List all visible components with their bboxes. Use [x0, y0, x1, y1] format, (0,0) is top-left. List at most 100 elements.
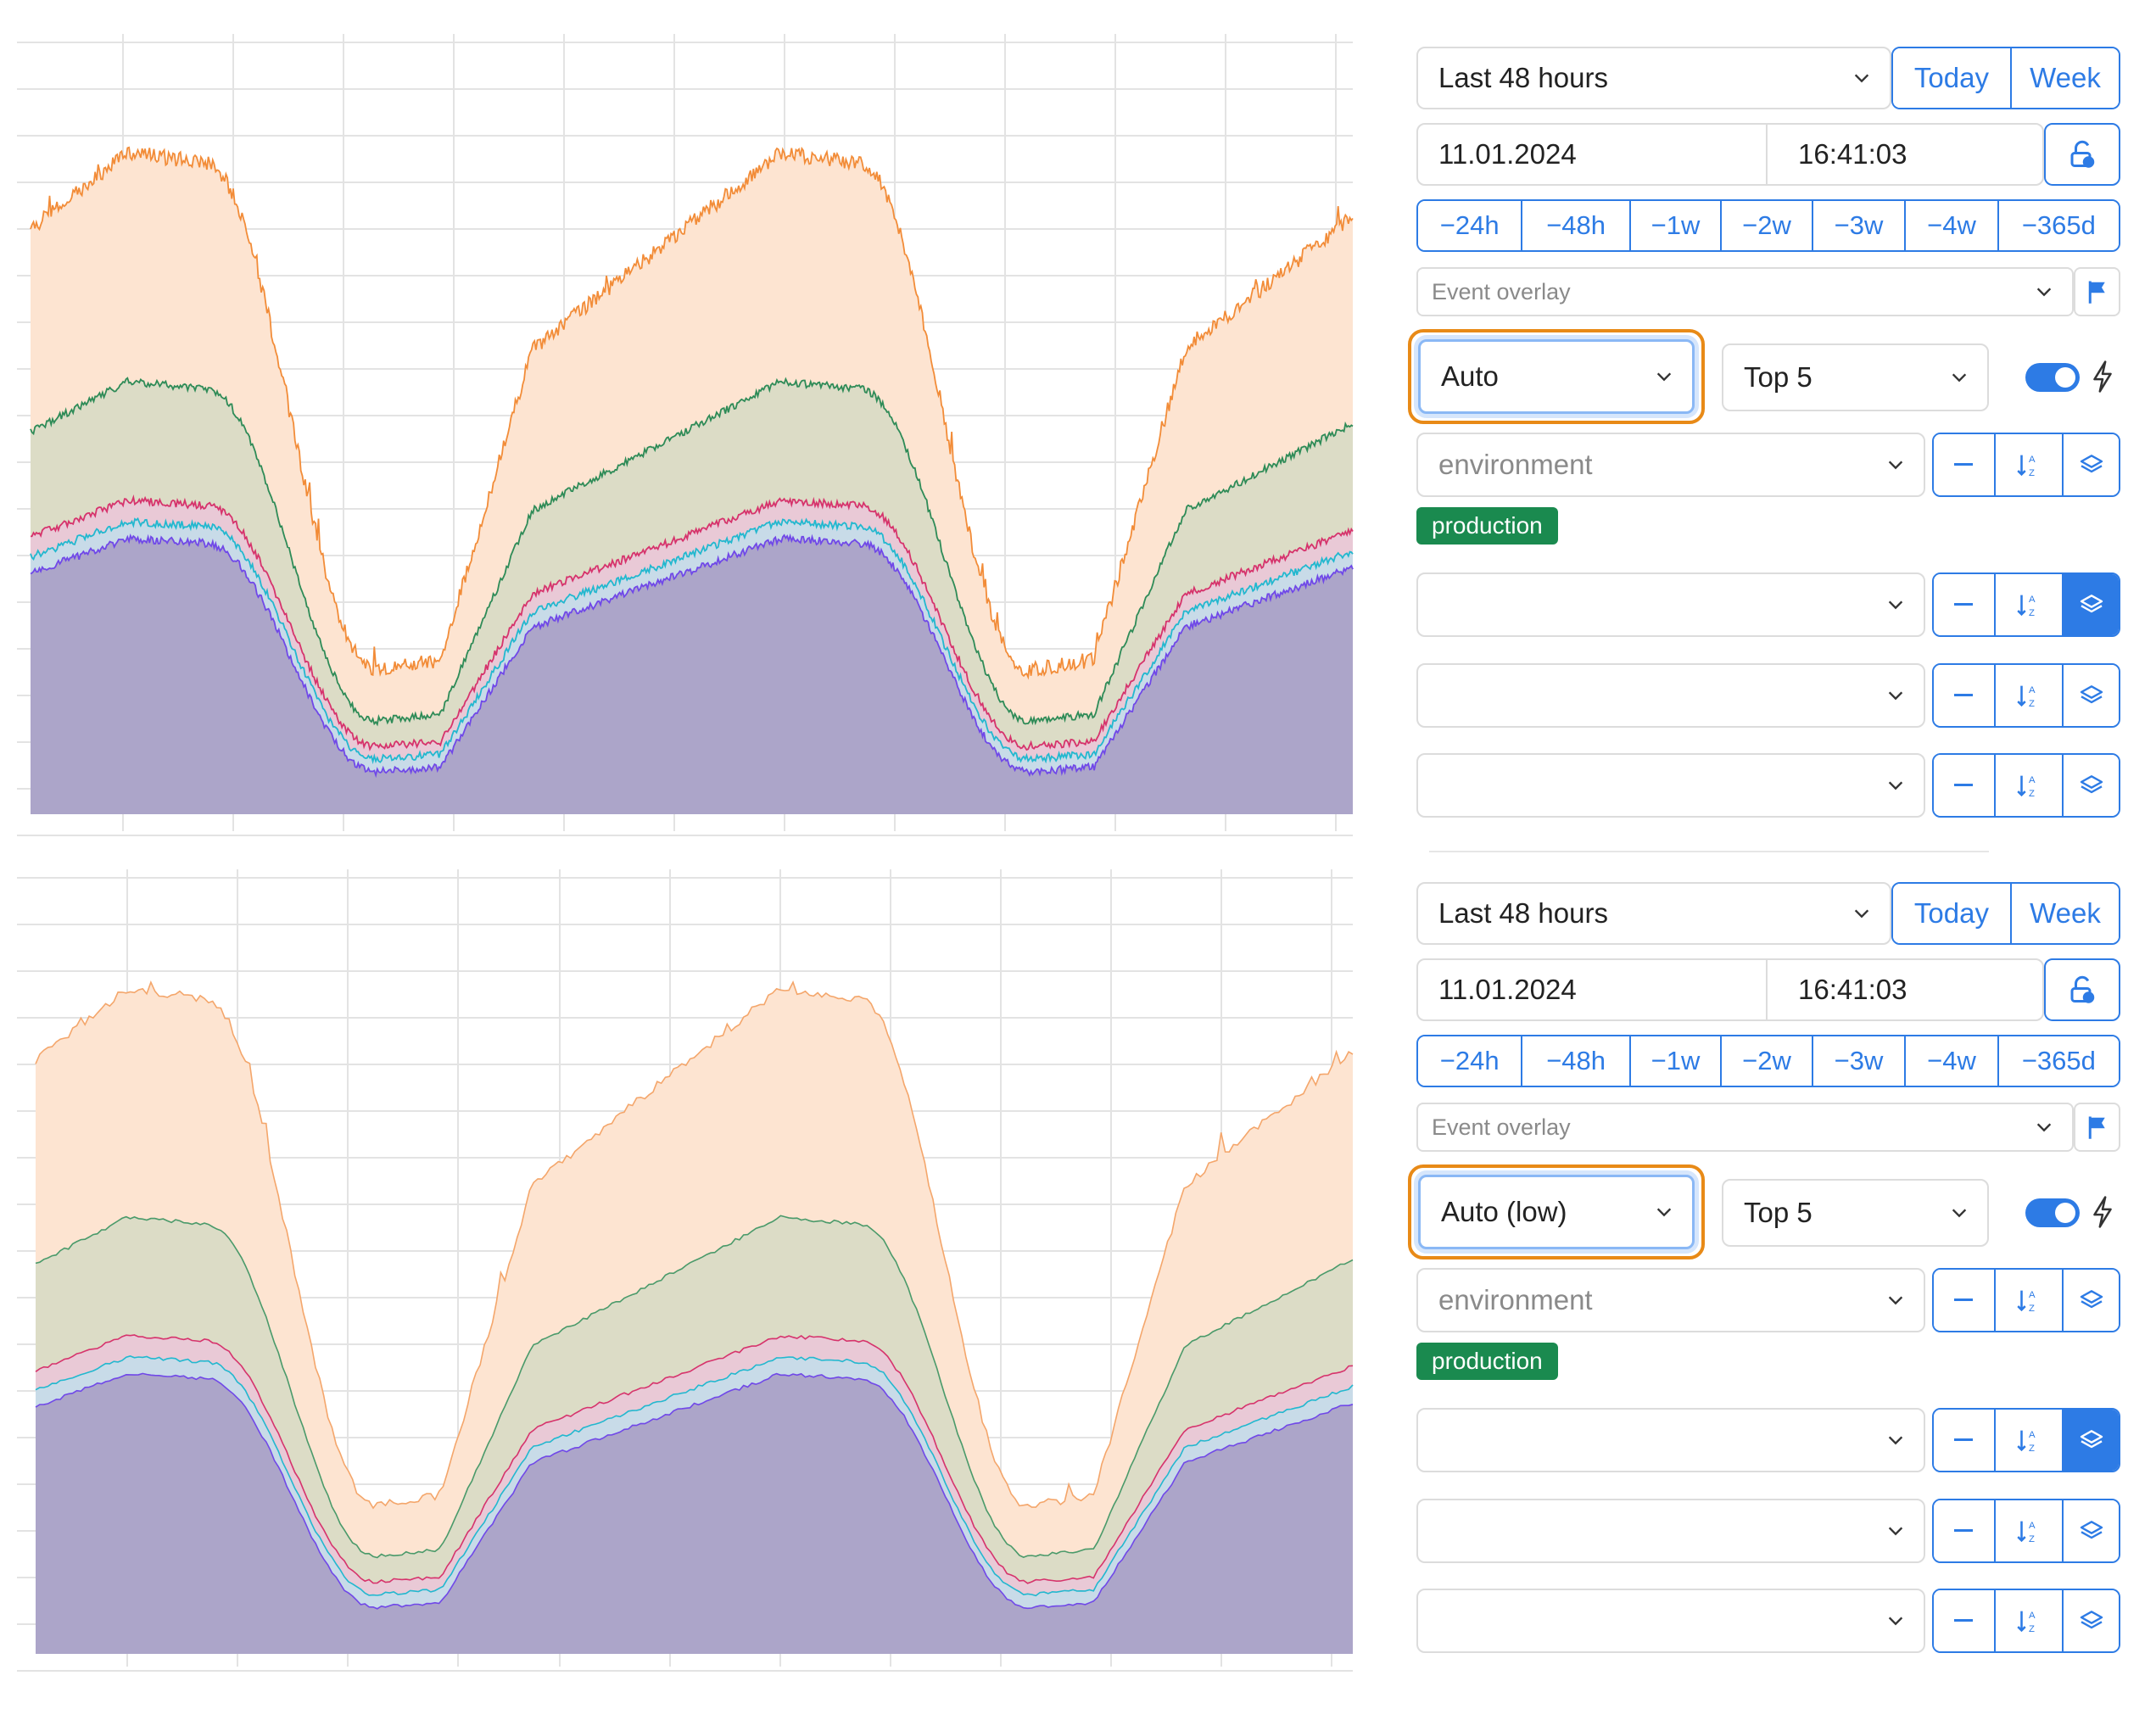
offset-button[interactable]: −4w — [1904, 1036, 1997, 1086]
bolt-icon — [2093, 360, 2112, 393]
offset-button[interactable]: −2w — [1720, 201, 1812, 250]
layers-button[interactable] — [2062, 1590, 2119, 1651]
chevron-down-icon — [1854, 909, 1869, 919]
topn-select[interactable]: Top 5 — [1722, 1179, 1989, 1247]
week-button[interactable]: Week — [2009, 884, 2119, 943]
remove-group-button[interactable] — [1934, 574, 1994, 635]
week-button[interactable]: Week — [2009, 48, 2119, 108]
layers-button[interactable] — [2062, 1410, 2119, 1471]
datetime-input[interactable]: 11.01.2024 16:41:03 — [1416, 958, 2044, 1021]
series-line-4[interactable] — [30, 517, 1354, 765]
today-button[interactable]: Today — [1893, 884, 2010, 943]
live-toggle[interactable] — [2025, 363, 2080, 392]
event-flag-button[interactable] — [2074, 1103, 2120, 1152]
date-input[interactable]: 11.01.2024 — [1438, 974, 1577, 1005]
production-tag[interactable]: production — [1416, 507, 1558, 545]
svg-text:A: A — [2029, 455, 2036, 465]
chevron-down-icon — [1952, 373, 1967, 383]
group-by-select[interactable]: environment — [1416, 1268, 1925, 1332]
series-line-1[interactable] — [35, 980, 1354, 1510]
series-line-2[interactable] — [35, 1215, 1354, 1559]
time-input[interactable]: 16:41:03 — [1798, 974, 1907, 1005]
event-flag-button[interactable] — [2074, 267, 2120, 316]
minus-icon — [1954, 1529, 1974, 1532]
remove-group-button[interactable] — [1934, 755, 1994, 816]
bolt-icon — [2093, 1196, 2112, 1228]
series-lines — [30, 146, 1354, 779]
topn-select[interactable]: Top 5 — [1722, 343, 1989, 411]
group-by-select[interactable] — [1416, 753, 1925, 818]
topn-value: Top 5 — [1744, 1197, 1812, 1228]
series-areas — [36, 982, 1353, 1654]
series-line-1[interactable] — [30, 146, 1354, 680]
series-line-3[interactable] — [35, 1334, 1354, 1584]
layers-button[interactable] — [2062, 434, 2119, 495]
offset-button[interactable]: −1w — [1628, 201, 1721, 250]
layers-button[interactable] — [2062, 1500, 2119, 1561]
datetime-input[interactable]: 11.01.2024 16:41:03 — [1416, 123, 2044, 186]
layers-button[interactable] — [2062, 574, 2119, 635]
layers-button[interactable] — [2062, 1270, 2119, 1331]
offset-button[interactable]: −24h — [1418, 201, 1522, 250]
group-by-select[interactable] — [1416, 572, 1925, 637]
resolution-select[interactable]: Auto (low) — [1418, 1175, 1695, 1249]
series-line-4[interactable] — [35, 1355, 1354, 1597]
offset-button[interactable]: −48h — [1521, 201, 1629, 250]
stacked-area-chart-auto[interactable] — [0, 25, 1374, 840]
offset-button[interactable]: −365d — [1997, 1036, 2119, 1086]
group-by-select[interactable]: environment — [1416, 433, 1925, 497]
unlock-button[interactable] — [2044, 958, 2120, 1021]
series-line-3[interactable] — [30, 494, 1354, 751]
layers-button[interactable] — [2062, 755, 2119, 816]
today-button[interactable]: Today — [1893, 48, 2010, 108]
remove-group-button[interactable] — [1934, 1500, 1994, 1561]
time-range-select[interactable]: Last 48 hours — [1416, 47, 1891, 109]
resolution-select[interactable]: Auto — [1418, 339, 1695, 414]
chart-auto-low[interactable] — [0, 861, 1391, 1709]
layers-icon — [2080, 1521, 2103, 1539]
group-by-select[interactable] — [1416, 1408, 1925, 1472]
event-overlay-select[interactable]: Event overlay — [1416, 267, 2074, 316]
production-tag[interactable]: production — [1416, 1343, 1558, 1380]
live-toggle[interactable] — [2025, 1198, 2080, 1227]
offset-button[interactable]: −365d — [1997, 201, 2119, 250]
remove-group-button[interactable] — [1934, 1270, 1994, 1331]
event-overlay-select[interactable]: Event overlay — [1416, 1103, 2074, 1152]
sort-az-icon: AZ — [2017, 775, 2036, 799]
group-by-select[interactable] — [1416, 1589, 1925, 1653]
date-input[interactable]: 11.01.2024 — [1438, 138, 1577, 170]
series-line-5[interactable] — [30, 533, 1354, 779]
remove-group-button[interactable] — [1934, 434, 1994, 495]
stacked-area-chart-auto-low[interactable] — [0, 861, 1374, 1675]
offset-button[interactable]: −4w — [1904, 201, 1997, 250]
time-range-select[interactable]: Last 48 hours — [1416, 882, 1891, 945]
series-line-5[interactable] — [35, 1372, 1354, 1610]
chart-auto[interactable] — [0, 25, 1391, 874]
offset-button[interactable]: −24h — [1418, 1036, 1522, 1086]
unlock-button[interactable] — [2044, 123, 2120, 186]
offset-button[interactable]: −1w — [1628, 1036, 1721, 1086]
group-by-select[interactable] — [1416, 663, 1925, 728]
group-by-select[interactable] — [1416, 1499, 1925, 1563]
series-line-2[interactable] — [30, 377, 1354, 727]
remove-group-button[interactable] — [1934, 1590, 1994, 1651]
remove-group-button[interactable] — [1934, 1410, 1994, 1471]
time-input[interactable]: 16:41:03 — [1798, 138, 1907, 170]
offset-button[interactable]: −2w — [1720, 1036, 1812, 1086]
offset-button[interactable]: −48h — [1521, 1036, 1629, 1086]
offset-button[interactable]: −3w — [1811, 201, 1905, 250]
layers-button[interactable] — [2062, 665, 2119, 726]
topn-value: Top 5 — [1744, 361, 1812, 393]
sort-az-icon: AZ — [2017, 1521, 2036, 1544]
remove-group-button[interactable] — [1934, 665, 1994, 726]
offset-button[interactable]: −3w — [1811, 1036, 1905, 1086]
layers-icon — [2080, 1611, 2103, 1629]
